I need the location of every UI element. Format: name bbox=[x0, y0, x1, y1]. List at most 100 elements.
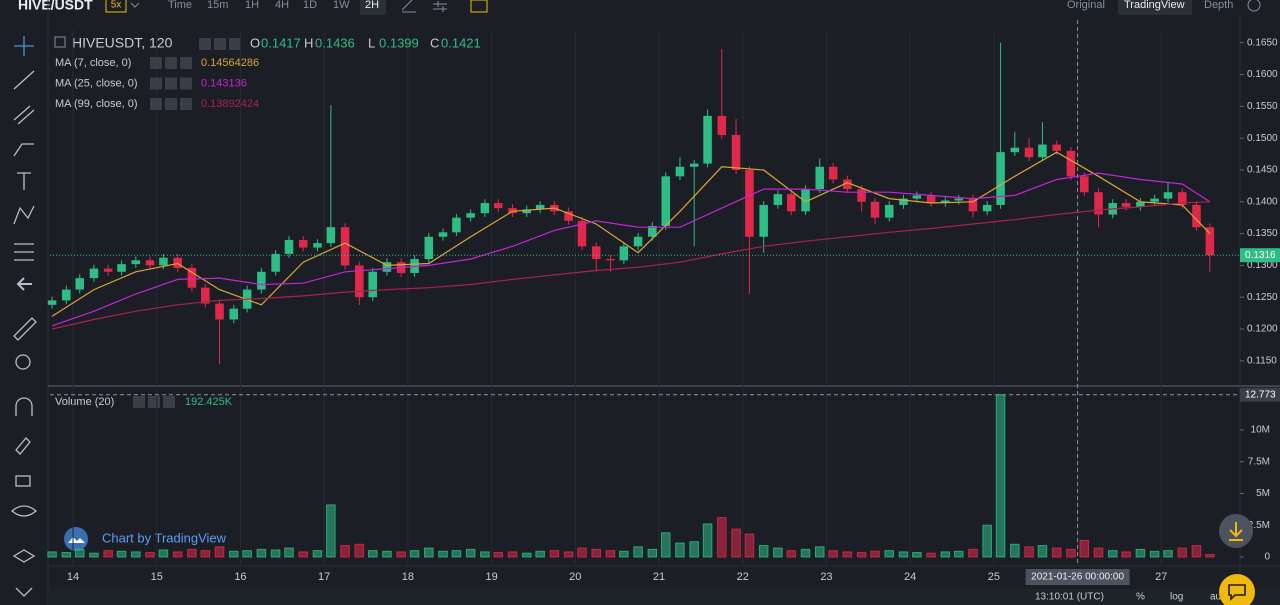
legend-icon[interactable] bbox=[180, 57, 192, 69]
layers-tool[interactable] bbox=[12, 549, 36, 563]
legend-icon[interactable] bbox=[214, 38, 226, 50]
zoom-tool[interactable] bbox=[15, 354, 31, 370]
y-tick-label: 0.1250 bbox=[1247, 292, 1278, 303]
volume-bar bbox=[131, 551, 141, 558]
visibility-tool[interactable] bbox=[10, 505, 38, 517]
legend-icon[interactable] bbox=[180, 77, 192, 90]
candle-body bbox=[1052, 144, 1061, 151]
magnet-tool[interactable] bbox=[15, 397, 33, 416]
interval[interactable]: 2H bbox=[365, 0, 379, 11]
crosshair-tool[interactable] bbox=[14, 36, 34, 56]
volume-bar bbox=[647, 548, 658, 558]
legend-icon[interactable] bbox=[150, 57, 162, 69]
candle-body bbox=[564, 211, 573, 221]
view-option[interactable]: Depth bbox=[1204, 0, 1233, 11]
expand-tool[interactable] bbox=[15, 587, 33, 597]
candle-body bbox=[424, 236, 434, 260]
candle-body bbox=[926, 195, 936, 204]
lock-tool[interactable] bbox=[15, 475, 31, 487]
symbol[interactable]: HIVE/USDT bbox=[18, 0, 93, 13]
candle-body bbox=[173, 257, 182, 268]
candle-body bbox=[215, 303, 224, 320]
legend-icon[interactable] bbox=[165, 57, 177, 69]
dropdown-arrow[interactable] bbox=[130, 2, 140, 8]
measure-tool[interactable] bbox=[13, 317, 37, 341]
interval[interactable]: 1D bbox=[303, 0, 317, 11]
candle-body bbox=[452, 217, 461, 233]
view-option[interactable]: TradingView bbox=[1124, 0, 1185, 11]
candle-body bbox=[912, 195, 922, 199]
collapse-icon[interactable] bbox=[54, 36, 66, 48]
chart-title: HIVEUSDT, 120 bbox=[72, 35, 173, 51]
download-icon bbox=[1229, 522, 1243, 541]
trendline-tool[interactable] bbox=[13, 70, 35, 90]
fib-tool[interactable] bbox=[13, 105, 35, 125]
leverage[interactable]: 5x bbox=[111, 0, 122, 11]
settings-icon[interactable] bbox=[433, 1, 447, 12]
legend-icon[interactable] bbox=[148, 396, 160, 408]
y-tick-label: 0.1450 bbox=[1247, 165, 1278, 176]
volume-title: Volume (20) bbox=[55, 396, 114, 408]
legend-icon[interactable] bbox=[180, 98, 192, 110]
candle-body bbox=[535, 204, 545, 210]
volume-bar bbox=[926, 552, 936, 558]
candle-body bbox=[899, 198, 908, 205]
volume-bar bbox=[800, 548, 811, 558]
percent-toggle[interactable]: % bbox=[1136, 592, 1145, 603]
volume-bar bbox=[884, 550, 895, 558]
candle-body bbox=[759, 204, 768, 237]
volume-bar bbox=[633, 546, 643, 558]
legend-icon[interactable] bbox=[229, 38, 241, 50]
interval[interactable]: 1W bbox=[333, 0, 350, 11]
volume-bar bbox=[200, 550, 211, 558]
volume-bar bbox=[1135, 548, 1146, 558]
interval[interactable]: 4H bbox=[275, 0, 289, 11]
volume-bar bbox=[396, 551, 406, 558]
view-option[interactable]: Original bbox=[1067, 0, 1105, 11]
candle-body bbox=[340, 227, 350, 266]
settings-gear[interactable] bbox=[1247, 0, 1261, 12]
text-tool[interactable] bbox=[17, 172, 31, 190]
lock-drawing-tool[interactable] bbox=[15, 437, 31, 455]
candle-body bbox=[313, 243, 322, 248]
ma-legend-name: MA (99, close, 0) bbox=[55, 98, 138, 110]
legend-icon[interactable] bbox=[165, 77, 177, 90]
log-toggle[interactable]: log bbox=[1170, 592, 1183, 603]
legend-icon[interactable] bbox=[165, 98, 177, 110]
candle-body bbox=[1136, 201, 1145, 207]
prediction-tool[interactable] bbox=[14, 243, 34, 261]
candle-body bbox=[466, 213, 475, 218]
candle-body bbox=[606, 259, 615, 261]
brush-tool[interactable] bbox=[13, 143, 34, 157]
clock: 13:10:01 (UTC) bbox=[1035, 592, 1104, 603]
interval[interactable]: Time bbox=[168, 0, 192, 11]
volume-bar bbox=[1010, 543, 1020, 558]
legend-icon[interactable] bbox=[133, 396, 145, 408]
y-tick-label: 0.1350 bbox=[1247, 228, 1278, 239]
back-tool[interactable] bbox=[16, 277, 32, 291]
candle-body bbox=[675, 166, 685, 177]
draw-icons bbox=[401, 0, 488, 13]
legend-icon[interactable] bbox=[150, 77, 162, 90]
candle-body bbox=[843, 179, 852, 190]
candle-body bbox=[773, 194, 783, 205]
legend-icon[interactable] bbox=[150, 98, 162, 110]
chat-button[interactable] bbox=[1219, 574, 1255, 605]
interval[interactable]: 1H bbox=[245, 0, 259, 11]
legend-icon[interactable] bbox=[199, 38, 211, 50]
pen-icon[interactable] bbox=[401, 0, 416, 13]
volume-bar bbox=[717, 517, 727, 558]
candle-body bbox=[968, 198, 978, 212]
legend-icon[interactable] bbox=[163, 396, 175, 408]
volume-bar bbox=[828, 550, 838, 558]
volume-bar bbox=[953, 550, 964, 558]
interval[interactable]: 15m bbox=[207, 0, 228, 11]
volume-bar bbox=[340, 545, 350, 558]
volume-bar bbox=[521, 552, 532, 558]
watermark[interactable]: Chart by TradingView bbox=[102, 530, 227, 545]
y-tick-label: 2.5M bbox=[1248, 520, 1270, 531]
x-tick-label: 14 bbox=[67, 571, 79, 583]
pattern-tool[interactable] bbox=[13, 205, 35, 225]
indicator-icon[interactable] bbox=[470, 0, 488, 13]
